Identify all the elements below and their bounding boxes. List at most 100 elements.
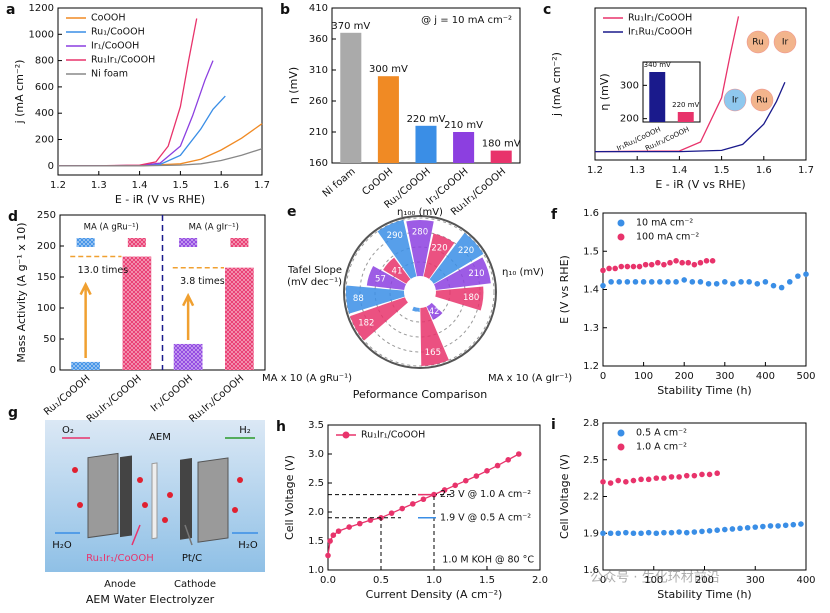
y-tick-label: 2.0	[308, 507, 324, 518]
x-tick-label: 100	[644, 575, 663, 586]
plot-frame	[602, 422, 807, 571]
y-tick-label: 1.6	[583, 565, 599, 576]
data-point	[420, 496, 427, 503]
y-tick-label: 400	[35, 108, 54, 119]
legend-label: Ir₁/CoOOH	[91, 41, 139, 52]
legend-label: Ru₁Ir₁/CoOOH	[361, 430, 425, 441]
y-tick-label: 150	[37, 272, 56, 283]
legend-label: Ni foam	[91, 69, 128, 80]
rose-category: η₁₀ (mV)	[502, 267, 544, 278]
y-tick-label: 1.3	[583, 323, 599, 334]
data-point	[778, 284, 785, 291]
data-point	[661, 475, 667, 481]
x-tick-label: 0.0	[320, 575, 336, 586]
y-tick-label: 250	[37, 210, 56, 221]
bar	[677, 112, 694, 122]
value-label: 340 mV	[644, 61, 671, 69]
bar	[649, 72, 666, 122]
data-point	[648, 261, 655, 268]
rose-value: 220	[458, 246, 474, 256]
panel-label: c	[543, 2, 551, 18]
data-point	[754, 280, 761, 287]
legend-marker	[617, 443, 625, 451]
y-axis-label: E (V vs RHE)	[558, 255, 571, 324]
data-point	[330, 532, 337, 538]
x-axis-label: Peformance Comparison	[353, 388, 488, 401]
data-point	[655, 259, 661, 266]
data-point	[516, 451, 522, 457]
y-tick-label: 2.8	[583, 418, 599, 429]
value-label: 180 mV	[482, 139, 521, 150]
data-point	[612, 265, 618, 272]
rose-value: 210	[468, 269, 484, 279]
rose-category: MA x 10 (A gRu⁻¹)	[262, 373, 352, 384]
rose-sector	[426, 302, 443, 320]
atom-label: Ir	[732, 96, 739, 106]
swatch-hatch	[230, 238, 249, 247]
bar	[377, 76, 399, 163]
y-tick-label: 50	[43, 334, 56, 345]
rose-ring	[345, 217, 495, 367]
bar-hatch	[173, 343, 203, 370]
data-point	[752, 524, 759, 530]
x-tick-label: 1.5	[714, 165, 730, 176]
data-point	[691, 261, 698, 268]
x-tick-label: 1.2	[50, 180, 66, 191]
watermark: 公众号 · 生化环材前沿	[590, 570, 719, 586]
rose-sector	[433, 257, 491, 291]
data-point	[790, 521, 797, 528]
legend-marker	[617, 429, 625, 437]
data-point	[399, 505, 406, 512]
plot-frame	[602, 212, 807, 367]
data-point	[706, 528, 713, 534]
data-point	[638, 476, 644, 483]
y-tick-label: 1.5	[583, 246, 599, 257]
y-tick-label: 1.6	[583, 208, 599, 219]
data-point	[473, 473, 480, 479]
x-tick-label: Ir₁/CoOOH	[149, 373, 195, 414]
y-tick-label: 260	[309, 96, 328, 107]
data-point	[346, 524, 353, 530]
y-axis-label: Cell Voltage (V)	[558, 454, 571, 539]
rose-value: 88	[353, 294, 364, 304]
data-point	[782, 522, 789, 529]
y-tick-label: 0	[50, 365, 56, 376]
data-point	[642, 261, 649, 268]
data-point	[673, 258, 679, 264]
y-tick-label: 160	[309, 158, 328, 169]
data-point	[607, 530, 614, 537]
bar-hatch	[225, 267, 254, 370]
rose-value: 220	[431, 244, 447, 254]
panel-label: a	[6, 2, 15, 18]
value-label: 370 mV	[331, 21, 370, 32]
x-axis-label: Stability Time (h)	[657, 384, 751, 397]
x-tick-label: 200	[675, 371, 694, 382]
data-point	[648, 279, 655, 285]
x-tick-label: 300	[715, 371, 734, 382]
data-point	[410, 501, 416, 507]
diagram-g	[45, 420, 265, 572]
data-point	[615, 530, 622, 537]
swatch-hatch	[76, 238, 95, 247]
data-point	[737, 525, 743, 532]
data-point	[786, 279, 793, 285]
y-axis-label: j (mA cm⁻²)	[550, 52, 563, 117]
atom-label: Ir	[782, 38, 789, 48]
value-label: 220 mV	[407, 114, 446, 125]
x-tick-label: CoOOH	[360, 166, 395, 198]
data-point	[623, 479, 629, 485]
data-point	[645, 529, 652, 536]
x-tick-label: 1.5	[479, 575, 495, 586]
atom-icon	[746, 30, 770, 54]
rose-sector	[406, 220, 434, 277]
data-point	[640, 279, 647, 285]
data-point	[600, 267, 606, 274]
data-point	[713, 280, 720, 287]
y-tick-label: 0	[48, 161, 54, 172]
bar	[415, 125, 437, 163]
data-point	[665, 279, 671, 285]
data-point	[760, 523, 766, 530]
data-point	[697, 279, 704, 285]
panel-label: g	[8, 405, 18, 421]
data-point	[722, 526, 728, 533]
